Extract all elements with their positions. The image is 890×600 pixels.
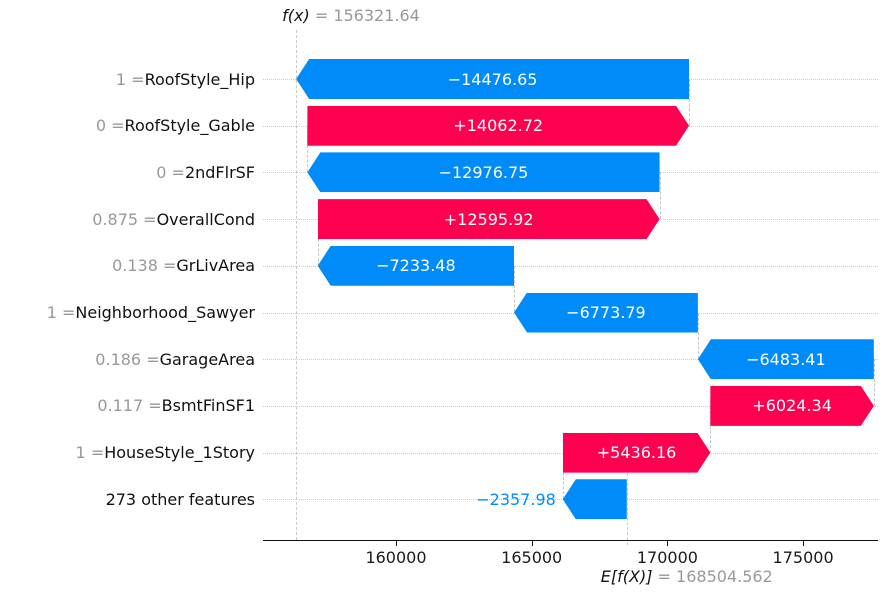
feature-name: 273 other features	[105, 489, 255, 509]
x-axis-tick-label: 160000	[365, 548, 427, 567]
feature-name: OverallCond	[156, 209, 255, 229]
bar-value-label: −6483.41	[746, 349, 826, 369]
feature-value: 1 =	[46, 303, 76, 322]
feature-value: 0.138 =	[112, 256, 177, 276]
x-axis-tick-label: 175000	[772, 548, 834, 567]
expected-value-annotation: E[f(X)] = 168504.562	[601, 567, 773, 586]
feature-value: 1 =	[115, 69, 145, 89]
waterfall-bar: +12595.92	[317, 199, 660, 240]
feature-name: GrLivArea	[176, 256, 255, 276]
feature-value: 0.186 =	[95, 349, 160, 369]
feature-label: 0 = RoofStyle_Gable	[96, 106, 255, 146]
feature-value: 0 =	[95, 116, 125, 136]
waterfall-bar: −6483.41	[697, 339, 874, 380]
waterfall-bar	[562, 479, 627, 520]
x-axis-tick	[803, 541, 805, 546]
feature-name: RoofStyle_Gable	[124, 116, 255, 136]
feature-label: 273 other features	[106, 479, 255, 519]
waterfall-connector	[659, 172, 661, 220]
x-axis-tick	[531, 541, 533, 546]
bar-value-label: +6024.34	[752, 396, 832, 416]
row-gridline	[263, 359, 878, 361]
row-gridline	[263, 265, 878, 267]
waterfall-connector	[562, 452, 564, 500]
bar-value-label: +5436.16	[596, 443, 677, 463]
feature-label: 0.186 = GarageArea	[95, 339, 255, 379]
feature-name: BsmtFinSF1	[161, 396, 255, 416]
feature-label: 0.138 = GrLivArea	[112, 246, 255, 286]
feature-label: 1 = HouseStyle_1Story	[76, 433, 255, 473]
feature-value: 1 =	[75, 443, 105, 463]
feature-name: 2ndFlrSF	[184, 162, 255, 182]
feature-label: 1 = Neighborhood_Sawyer	[47, 293, 255, 333]
waterfall-connector	[317, 219, 319, 266]
feature-name: RoofStyle_Hip	[144, 69, 255, 89]
x-axis-tick-label: 170000	[636, 548, 698, 567]
waterfall-connector	[514, 265, 516, 313]
feature-label: 0.117 = BsmtFinSF1	[97, 386, 255, 426]
x-axis-tick	[395, 541, 397, 546]
bar-value-label: −2357.98	[476, 489, 556, 509]
bar-value-label: −14476.65	[447, 69, 538, 89]
expected-value-dashed-line	[626, 468, 628, 545]
ef-label: E[f(X)]	[600, 567, 653, 586]
ef-value: = 168504.562	[652, 567, 773, 586]
waterfall-bar: −7233.48	[317, 245, 515, 286]
waterfall-bar: +5436.16	[562, 432, 710, 473]
fx-label: f(x)	[282, 6, 310, 25]
waterfall-connector	[307, 125, 309, 173]
x-axis-line	[263, 540, 878, 541]
waterfall-bar: +14062.72	[307, 105, 689, 146]
feature-label: 1 = RoofStyle_Hip	[116, 59, 255, 99]
waterfall-bar: +6024.34	[710, 385, 874, 426]
fx-annotation: f(x) = 156321.64	[282, 6, 420, 25]
feature-label: 0.875 = OverallCond	[92, 199, 255, 239]
waterfall-connector	[697, 312, 699, 360]
bar-value-label: −6773.79	[566, 303, 646, 322]
feature-name: HouseStyle_1Story	[104, 443, 255, 463]
waterfall-bar: −6773.79	[514, 292, 698, 333]
feature-value: 0.117 =	[97, 396, 162, 416]
feature-name: GarageArea	[159, 349, 255, 369]
x-axis-tick	[667, 541, 669, 546]
waterfall-bar: −14476.65	[296, 59, 689, 99]
waterfall-connector	[710, 405, 712, 453]
feature-label: 0 = 2ndFlrSF	[156, 152, 255, 192]
waterfall-bar: −12976.75	[307, 152, 660, 193]
waterfall-connector	[873, 359, 875, 406]
feature-name: Neighborhood_Sawyer	[75, 303, 255, 322]
feature-value: 0 =	[156, 162, 185, 182]
fx-value: = 156321.64	[309, 6, 420, 25]
feature-value: 0.875 =	[92, 209, 157, 229]
waterfall-connector	[689, 79, 691, 126]
x-axis-tick-label: 165000	[501, 548, 563, 567]
bar-value-label: +14062.72	[453, 116, 544, 136]
bar-value-label: −12976.75	[438, 162, 529, 182]
bar-value-label: +12595.92	[443, 209, 534, 229]
fx-dashed-line	[296, 30, 298, 540]
row-gridline	[263, 405, 878, 407]
bar-value-label: −7233.48	[376, 256, 456, 276]
